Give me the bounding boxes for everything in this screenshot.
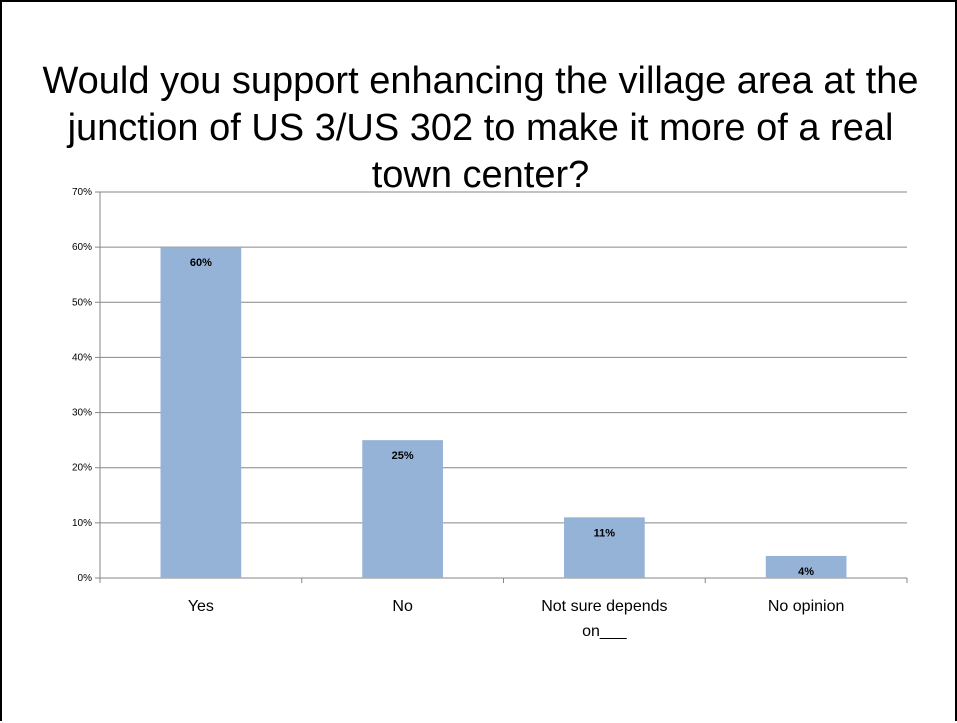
- y-tick-label: 30%: [72, 408, 92, 419]
- bar: [362, 440, 443, 578]
- x-tick-label: Not sure depends: [541, 598, 667, 615]
- y-tick-label: 10%: [72, 518, 92, 529]
- y-tick-label: 0%: [78, 573, 93, 584]
- y-tick-label: 40%: [72, 352, 92, 363]
- data-label: 25%: [392, 450, 414, 462]
- data-label: 11%: [594, 527, 616, 539]
- x-tick-label: No: [392, 598, 413, 615]
- bar: [765, 555, 847, 578]
- x-tick-label: on___: [582, 623, 628, 640]
- bar: [160, 247, 242, 578]
- y-tick-label: 60%: [72, 242, 92, 253]
- y-tick-label: 20%: [72, 463, 92, 474]
- y-tick-label: 50%: [72, 297, 92, 308]
- data-label: 4%: [798, 566, 814, 578]
- bar: [564, 517, 645, 578]
- x-tick-label: No opinion: [768, 598, 845, 615]
- chart-title: Would you support enhancing the village …: [42, 60, 919, 196]
- x-tick-label: Yes: [188, 598, 214, 615]
- y-tick-label: 70%: [72, 187, 92, 198]
- data-label: 60%: [190, 257, 212, 269]
